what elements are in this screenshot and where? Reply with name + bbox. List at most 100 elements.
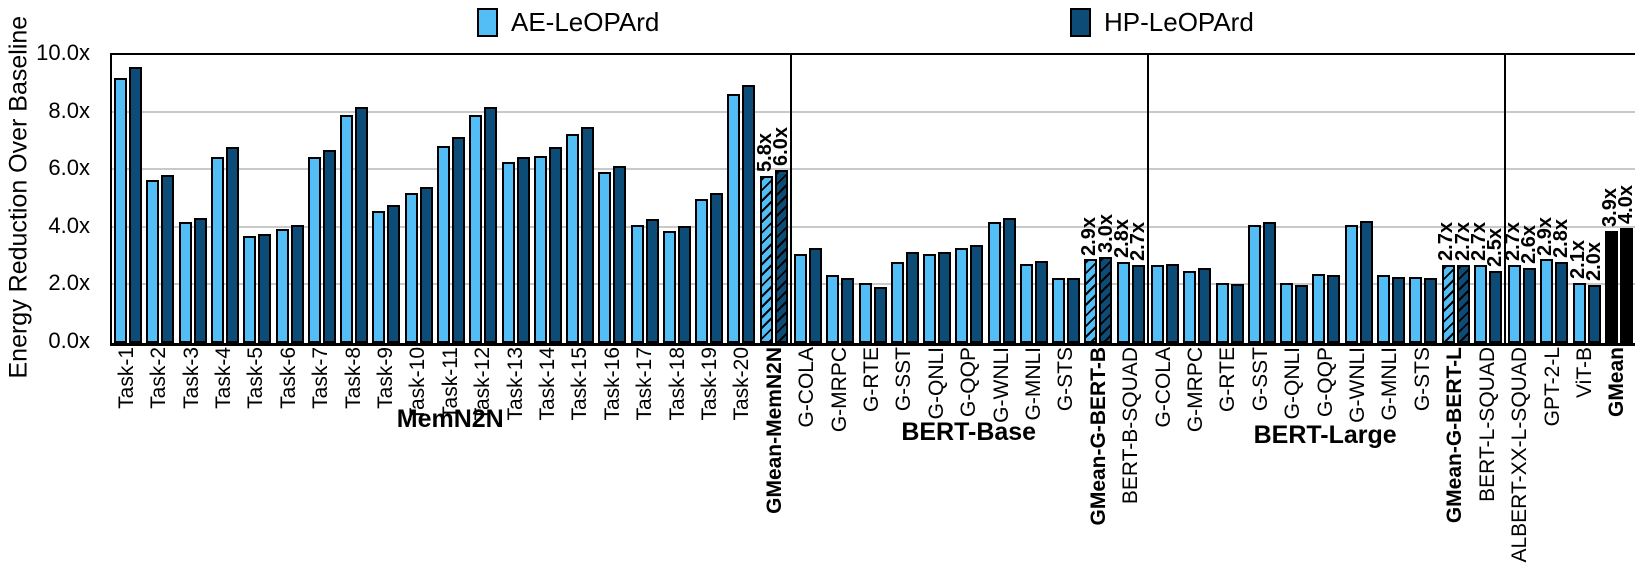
bar-pair: 2.9x 3.0x — [1078, 55, 1117, 343]
x-label-cell: Task-18 — [661, 347, 693, 567]
ae-bar — [695, 199, 709, 343]
hp-bar — [548, 147, 562, 343]
ae-bar — [275, 229, 289, 343]
hp-bar — [1456, 265, 1470, 343]
bar-pair: 2.9x 2.8x — [1534, 55, 1572, 343]
hp-bar — [1198, 268, 1212, 343]
x-label-cell: GMean — [1601, 347, 1633, 567]
bar-pair — [661, 55, 693, 343]
x-label-cell: G-QNLI — [1277, 347, 1309, 567]
hp-bar — [1230, 283, 1244, 343]
bar-pair — [112, 55, 144, 343]
ae-bar — [955, 247, 969, 343]
bar-pair — [1278, 55, 1310, 343]
ae-bar — [1151, 265, 1164, 343]
x-label-cell: Task-15 — [564, 347, 596, 567]
hp-bar — [710, 193, 724, 343]
x-label-group: ALBERT-XX-L-SQUAD GPT-2-L ViT-B GMean — [1503, 347, 1633, 567]
hp-bar — [322, 150, 336, 343]
x-label-cell: G-RTE — [1212, 347, 1244, 567]
hp-bar — [873, 286, 887, 343]
hp-bar — [1359, 220, 1373, 343]
x-tick-label: G-MRPC — [1184, 347, 1208, 433]
ae-bar — [404, 193, 418, 343]
hp-bar — [1327, 275, 1341, 343]
hp-bar — [1619, 227, 1633, 343]
bar-pair — [1246, 55, 1278, 343]
bar-pair — [824, 55, 856, 343]
x-tick-label: Task-16 — [600, 347, 624, 421]
hp-bar — [193, 217, 207, 343]
legend-label-ae: AE-LeOPArd — [511, 7, 660, 37]
ae-bar — [1280, 282, 1294, 343]
ae-bar — [146, 180, 160, 343]
x-label-cell: G-MNLI — [1374, 347, 1406, 567]
x-tick-label: GMean-MemN2N — [762, 347, 786, 514]
x-tick-label: G-SST — [1248, 347, 1272, 412]
x-tick-label: Task-6 — [276, 347, 300, 409]
bar-pair: 2.7x 2.7x — [1435, 55, 1474, 343]
ae-bar — [923, 253, 937, 343]
ae-bar — [1376, 275, 1390, 343]
x-label-cell: GPT-2-L — [1536, 347, 1568, 567]
hp-bar — [645, 219, 659, 343]
x-tick-label: Task-12 — [471, 347, 495, 421]
x-axis-labels: Task-1 Task-2 Task-3 Task-4 Task-5 Task-6 Task… — [110, 347, 1633, 567]
ae-bar — [372, 210, 386, 343]
x-label-cell: Task-8 — [337, 347, 369, 567]
hp-bar — [516, 157, 530, 343]
bar-value-label: 6.0x — [769, 127, 792, 167]
bar-pair — [435, 55, 467, 343]
ae-bar — [793, 253, 807, 343]
hp-bar — [1067, 278, 1081, 343]
bar-pair — [986, 55, 1018, 343]
x-tick-label: Task-9 — [373, 347, 397, 409]
x-tick-label: Task-1 — [114, 347, 138, 409]
bar-pair — [856, 55, 888, 343]
ae-bar — [469, 115, 483, 343]
ae-bar — [630, 224, 644, 343]
x-tick-label: Task-15 — [568, 347, 592, 421]
x-label-cell: Task-20 — [726, 347, 758, 567]
legend-item-ae: AE-LeOPArd — [477, 3, 659, 41]
hp-bar — [484, 106, 498, 343]
ae-bar — [1409, 276, 1423, 343]
bar-pair — [921, 55, 953, 343]
bar-pair — [1050, 55, 1082, 343]
bar-groups: 5.8x 6.0x 2.9x 3.0x 2.8x 2.7x 2.7x 2.7x 2.7x 2.5x… — [112, 55, 1635, 343]
x-label-cell: G-COLA — [1147, 347, 1179, 567]
bar-pair — [1181, 55, 1213, 343]
hp-bar — [774, 170, 788, 343]
bar-pair — [1407, 55, 1439, 343]
bar-value-label: 2.7x — [1126, 222, 1149, 262]
hp-bar — [258, 233, 272, 343]
bar-pair — [1343, 55, 1375, 343]
bar-pair — [403, 55, 435, 343]
bar-pair — [889, 55, 921, 343]
gridline — [112, 283, 1635, 286]
ae-bar — [340, 115, 354, 343]
x-label-cell: Task-14 — [531, 347, 563, 567]
x-tick-label: G-MNLI — [1378, 347, 1402, 421]
x-label-cell: Task-13 — [499, 347, 531, 567]
hp-bar — [290, 224, 304, 343]
x-label-cell: Task-5 — [240, 347, 272, 567]
x-tick-label: Task-11 — [438, 347, 462, 419]
x-tick-label: Task-18 — [665, 347, 689, 421]
x-tick-label: G-RTE — [1216, 347, 1240, 412]
x-tick-label: Task-5 — [244, 347, 268, 409]
hp-bar — [1002, 217, 1016, 343]
bar-pair — [629, 55, 661, 343]
gridline — [112, 110, 1635, 113]
bar-pair — [725, 55, 757, 343]
bar-pair — [1375, 55, 1407, 343]
ae-bar — [307, 157, 321, 343]
x-tick-label: ViT-B — [1572, 347, 1596, 398]
y-axis-ticks: 0.0x 2.0x 4.0x 6.0x 8.0x 10.0x — [0, 40, 100, 353]
x-tick-label: Task-8 — [341, 347, 365, 409]
x-tick-label: Task-20 — [730, 347, 754, 421]
bar-pair — [467, 55, 499, 343]
bar-pair — [792, 55, 824, 343]
bar-group-MemN2N: 5.8x 6.0x — [112, 55, 792, 343]
